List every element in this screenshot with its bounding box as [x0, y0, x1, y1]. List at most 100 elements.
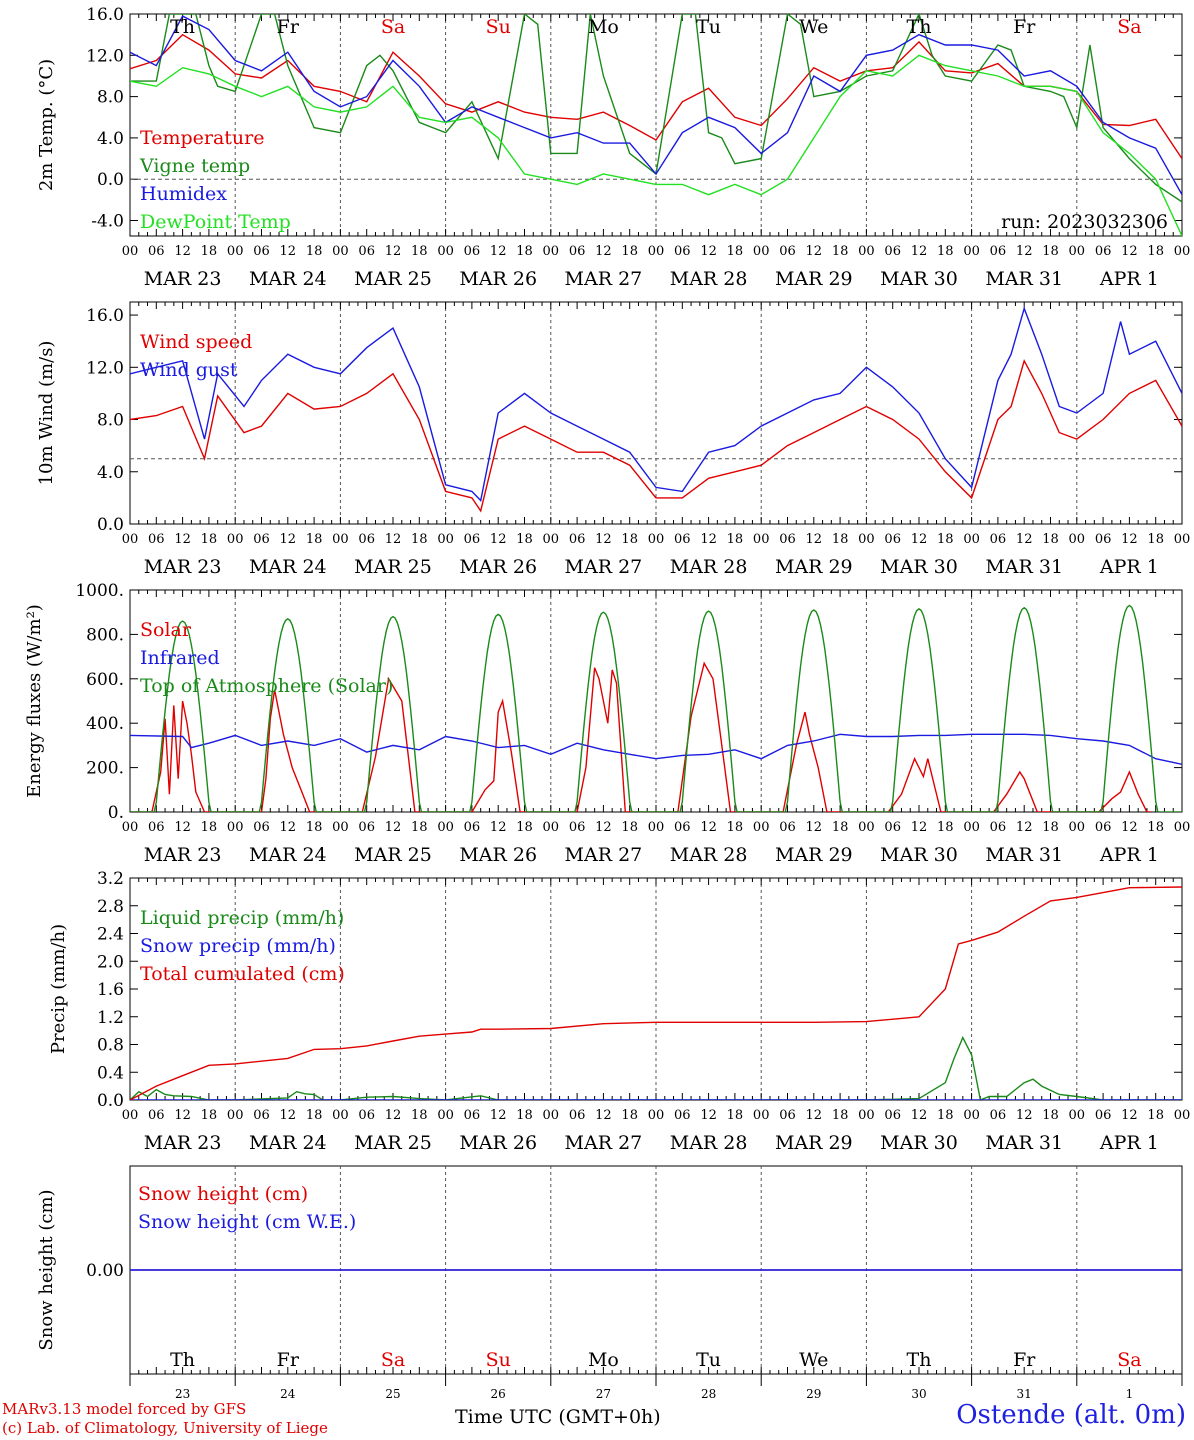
date-label: MAR 31 — [985, 556, 1063, 578]
date-label: MAR 26 — [459, 1132, 537, 1154]
hour-tick-label: 00 — [963, 532, 980, 547]
y-tick-label: 4.0 — [97, 129, 124, 149]
hour-tick-label: 12 — [280, 1108, 297, 1123]
hour-tick-label: 12 — [1016, 820, 1033, 835]
weekday-label: Tu — [696, 16, 721, 38]
hour-tick-label: 12 — [280, 532, 297, 547]
hour-tick-label: 00 — [437, 532, 454, 547]
y-tick-label: 0.4 — [97, 1063, 124, 1083]
hour-tick-label: 12 — [700, 244, 717, 259]
y-tick-label: 0.0 — [97, 170, 124, 190]
hour-tick-label: 06 — [569, 244, 586, 259]
hour-tick-label: 12 — [911, 820, 928, 835]
weekday-label: Su — [486, 1349, 511, 1371]
hour-tick-label: 18 — [411, 532, 428, 547]
hour-tick-label: 12 — [911, 1108, 928, 1123]
hour-tick-label: 18 — [201, 244, 218, 259]
hour-tick-label: 12 — [280, 244, 297, 259]
hour-tick-label: 00 — [648, 244, 665, 259]
weekday-label: Th — [907, 16, 932, 38]
weekday-label: Sa — [381, 16, 405, 38]
hour-tick-label: 18 — [937, 532, 954, 547]
legend-entry: Total cumulated (cm) — [140, 963, 345, 985]
hour-tick-label: 06 — [884, 244, 901, 259]
hour-tick-label: 00 — [122, 820, 139, 835]
series-line-total-cumulated-cm- — [130, 886, 1182, 1100]
date-label: MAR 30 — [880, 844, 958, 866]
hour-tick-label: 12 — [595, 1108, 612, 1123]
date-label: APR 1 — [1099, 1132, 1159, 1154]
date-label: MAR 23 — [144, 556, 222, 578]
hour-tick-label: 06 — [464, 820, 481, 835]
legend-entry: Snow height (cm W.E.) — [138, 1211, 356, 1233]
series-line-wind-gust — [130, 306, 1182, 502]
hour-tick-label: 06 — [253, 820, 270, 835]
date-label: MAR 31 — [985, 844, 1063, 866]
y-tick-label: 8.0 — [97, 88, 124, 108]
legend-entry: Wind speed — [140, 331, 252, 353]
hour-tick-label: 06 — [674, 244, 691, 259]
date-label: MAR 27 — [565, 1132, 643, 1154]
hour-tick-label: 00 — [227, 532, 244, 547]
hour-tick-label: 12 — [1016, 244, 1033, 259]
hour-tick-label: 18 — [832, 820, 849, 835]
date-label: MAR 24 — [249, 1132, 327, 1154]
hour-tick-label: 12 — [1121, 1108, 1138, 1123]
hour-tick-label: 00 — [648, 820, 665, 835]
hour-tick-label: 00 — [1174, 820, 1191, 835]
y-axis-label: Snow height (cm) — [36, 1189, 57, 1350]
hour-tick-label: 12 — [174, 244, 191, 259]
hour-tick-label: 06 — [990, 244, 1007, 259]
hour-tick-label: 18 — [621, 820, 638, 835]
hour-tick-label: 06 — [779, 820, 796, 835]
hour-tick-label: 00 — [437, 244, 454, 259]
hour-tick-label: 18 — [306, 532, 323, 547]
hour-tick-label: 00 — [543, 532, 560, 547]
day-number-label: 24 — [280, 1387, 296, 1401]
hour-tick-label: 06 — [148, 820, 165, 835]
series-line-wind-speed — [130, 358, 1182, 513]
hour-tick-label: 00 — [858, 532, 875, 547]
date-label: APR 1 — [1099, 844, 1159, 866]
hour-tick-label: 00 — [1174, 1108, 1191, 1123]
hour-tick-label: 00 — [963, 1108, 980, 1123]
day-number-label: 30 — [911, 1387, 926, 1401]
hour-tick-label: 00 — [437, 820, 454, 835]
date-label: MAR 29 — [775, 268, 853, 290]
hour-tick-label: 18 — [937, 1108, 954, 1123]
hour-tick-label: 18 — [516, 244, 533, 259]
weekday-label: Su — [486, 16, 511, 38]
weekday-label: Fr — [277, 16, 300, 38]
day-number-label: 23 — [175, 1387, 190, 1401]
y-tick-label: 16.0 — [86, 5, 124, 25]
panel-3 — [129, 877, 1183, 1101]
hour-tick-label: 18 — [832, 1108, 849, 1123]
credit-lab: (c) Lab. of Climatology, University of L… — [2, 1419, 328, 1437]
day-number-label: 1 — [1126, 1387, 1134, 1401]
weekday-label: Fr — [1013, 16, 1036, 38]
hour-tick-label: 06 — [674, 532, 691, 547]
hour-tick-label: 12 — [280, 820, 297, 835]
hour-tick-label: 00 — [122, 1108, 139, 1123]
date-label: MAR 30 — [880, 268, 958, 290]
date-label: MAR 25 — [354, 1132, 432, 1154]
hour-tick-label: 06 — [569, 1108, 586, 1123]
y-tick-label: 0.0 — [97, 1091, 124, 1111]
date-label: MAR 26 — [459, 556, 537, 578]
hour-tick-label: 12 — [700, 532, 717, 547]
weekday-label: Tu — [696, 1349, 721, 1371]
date-label: MAR 28 — [670, 844, 748, 866]
hour-tick-label: 18 — [727, 820, 744, 835]
hour-tick-label: 00 — [648, 532, 665, 547]
hour-tick-label: 00 — [858, 820, 875, 835]
hour-tick-label: 06 — [884, 532, 901, 547]
hour-tick-label: 18 — [201, 1108, 218, 1123]
hour-tick-label: 12 — [700, 820, 717, 835]
y-axis-label: 2m Temp. (°C) — [36, 59, 57, 191]
hour-tick-label: 12 — [911, 532, 928, 547]
hour-tick-label: 00 — [1069, 532, 1086, 547]
date-label: APR 1 — [1099, 268, 1159, 290]
hour-tick-label: 18 — [411, 244, 428, 259]
y-tick-label: 1.6 — [97, 980, 124, 1000]
